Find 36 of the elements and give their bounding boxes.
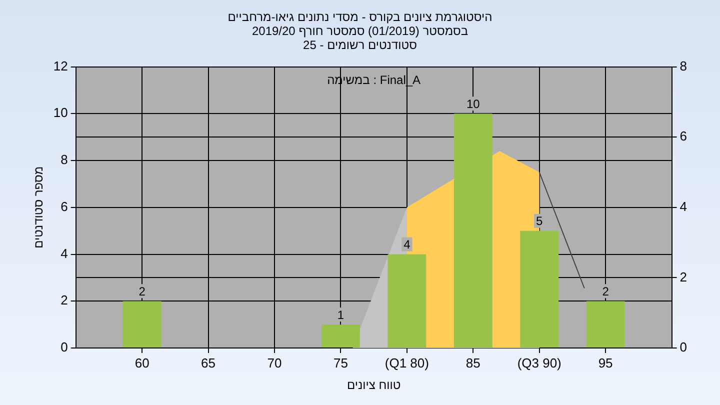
x-tick-label: (Q1 80): [384, 355, 429, 370]
y2-tick-label: 6: [680, 128, 688, 144]
y-tick-label: 12: [53, 58, 68, 74]
bar: [520, 230, 559, 348]
x-tick-label: 60: [134, 355, 150, 370]
y-tick-label: 2: [60, 292, 68, 308]
chart-title: היסטוגרמת ציונים בקורס - מסדי נתונים גיאו-מרחביים: [226, 10, 494, 24]
y-tick-label: 0: [60, 340, 68, 355]
y2-tick-label: 8: [680, 58, 688, 74]
x-tick-label: (Q3 90): [517, 355, 562, 370]
y-tick-label: 8: [60, 152, 68, 168]
y-tick-label: 4: [60, 246, 68, 261]
y2-tick-label: 0: [680, 340, 688, 355]
data-label: 5: [536, 214, 543, 228]
y-tick-label: 6: [60, 198, 68, 214]
chart-subtitle: בסמסטר (01/2019) סמסטר חורף 2019/20 סטודנטים רשומים - 25: [250, 24, 470, 52]
y2-tick-label: 4: [680, 198, 688, 214]
bar: [586, 301, 625, 348]
y-tick-label: 10: [53, 105, 68, 120]
bar: [322, 324, 360, 348]
data-label: 4: [404, 238, 411, 252]
x-tick-label: 65: [201, 355, 216, 370]
bar: [122, 301, 162, 348]
x-tick-label: 85: [466, 355, 480, 370]
y2-tick-label: 2: [680, 269, 688, 284]
x-tick-label: 95: [598, 355, 613, 370]
bar: [454, 114, 492, 348]
data-label: 1: [337, 308, 344, 322]
x-tick-label: 70: [267, 355, 282, 370]
bar: [388, 254, 426, 348]
x-tick-label: 75: [333, 355, 348, 370]
y-axis-title: מספר סטודנטים: [32, 166, 46, 248]
data-label: 2: [602, 284, 610, 298]
data-label: 2: [138, 284, 146, 298]
data-label: 10: [466, 96, 480, 111]
x-axis-title: טווח ציונים: [346, 378, 401, 392]
